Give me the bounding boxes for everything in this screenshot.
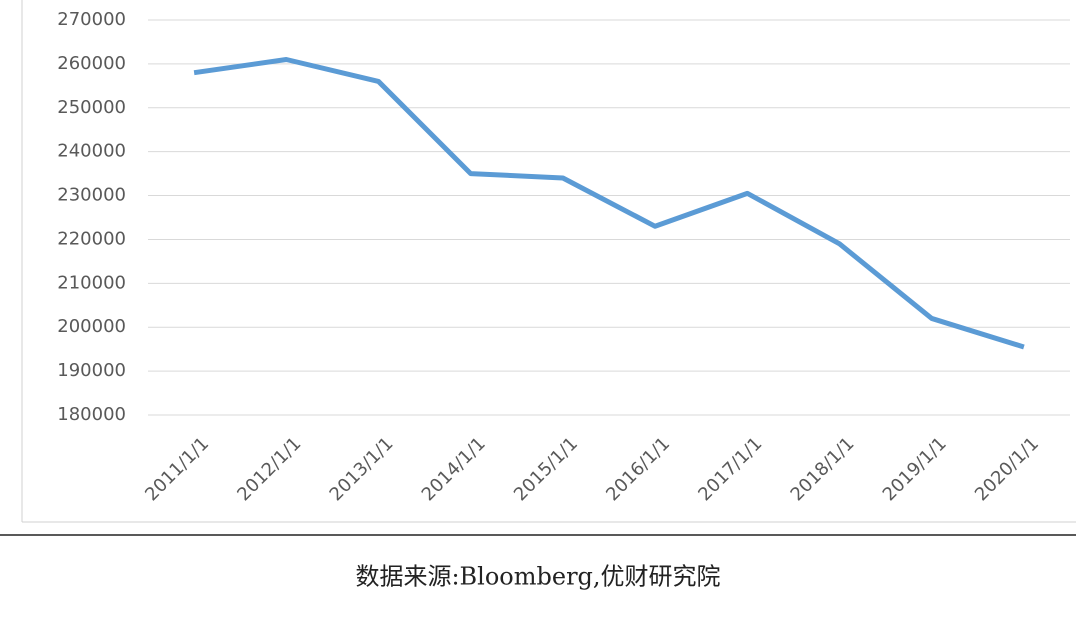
y-tick-label: 200000 xyxy=(57,316,126,337)
y-tick-label: 250000 xyxy=(57,97,126,118)
y-tick-label: 190000 xyxy=(57,360,126,381)
y-tick-label: 210000 xyxy=(57,272,126,293)
y-tick-label: 240000 xyxy=(57,141,126,162)
y-tick-label: 270000 xyxy=(57,9,126,30)
y-tick-label: 260000 xyxy=(57,53,126,74)
y-tick-label: 230000 xyxy=(57,185,126,206)
y-tick-label: 220000 xyxy=(57,228,126,249)
source-note: 数据来源:Bloomberg,优财研究院 xyxy=(355,563,720,591)
y-tick-label: 180000 xyxy=(57,404,126,425)
data-line xyxy=(193,57,1025,350)
